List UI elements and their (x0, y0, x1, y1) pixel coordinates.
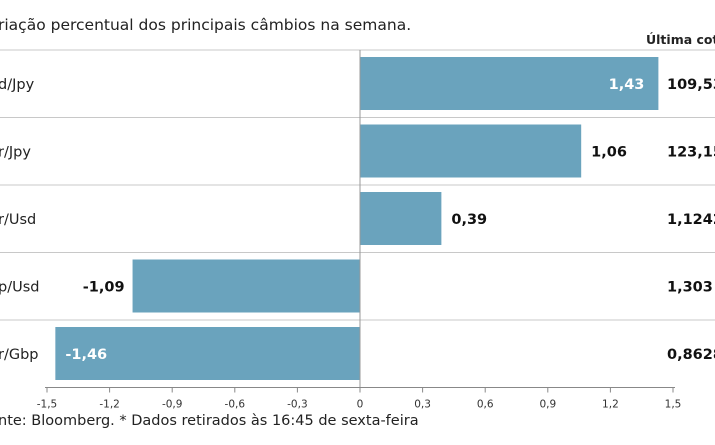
last-quote-value: 0,8628 (667, 347, 715, 363)
x-tick-label: -0,9 (162, 399, 183, 411)
x-tick-label: 1,2 (602, 399, 619, 411)
data-label: -1,46 (65, 347, 107, 363)
data-label: 1,43 (609, 77, 645, 93)
data-label: 0,39 (451, 212, 487, 228)
category-label: p/Usd (0, 279, 39, 295)
bar (360, 57, 659, 110)
last-quote-value: 1,1242 (667, 212, 715, 228)
x-tick-label: 0,6 (477, 399, 494, 411)
bar (360, 124, 582, 178)
last-quote-value: 1,303 (667, 279, 713, 295)
category-label: r/Gbp (0, 347, 39, 363)
category-label: r/Usd (0, 212, 36, 228)
x-tick-label: -0,3 (287, 399, 308, 411)
x-tick-label: 0 (357, 399, 364, 411)
x-tick-label: -1,5 (37, 399, 58, 411)
x-tick-label: 0,3 (414, 399, 431, 411)
last-quote-value: 123,15 (667, 144, 715, 160)
x-tick-label: 0,9 (539, 399, 556, 411)
last-quote-value: 109,53 (667, 77, 715, 93)
bar (360, 192, 442, 245)
chart-title: riação percentual dos principais câmbios… (0, 16, 411, 34)
data-label: 1,06 (591, 144, 627, 160)
bar (132, 259, 360, 313)
category-label: r/Jpy (0, 144, 31, 160)
data-label: -1,09 (83, 279, 125, 295)
bar (55, 327, 360, 380)
x-tick-label: 1,5 (665, 399, 682, 411)
last-quote-header: Última cotaç (646, 32, 715, 47)
x-tick-label: -1,2 (99, 399, 120, 411)
category-label: d/Jpy (0, 77, 35, 93)
source-footnote: nte: Bloomberg. * Dados retirados às 16:… (0, 413, 419, 429)
x-tick-label: -0,6 (225, 399, 246, 411)
